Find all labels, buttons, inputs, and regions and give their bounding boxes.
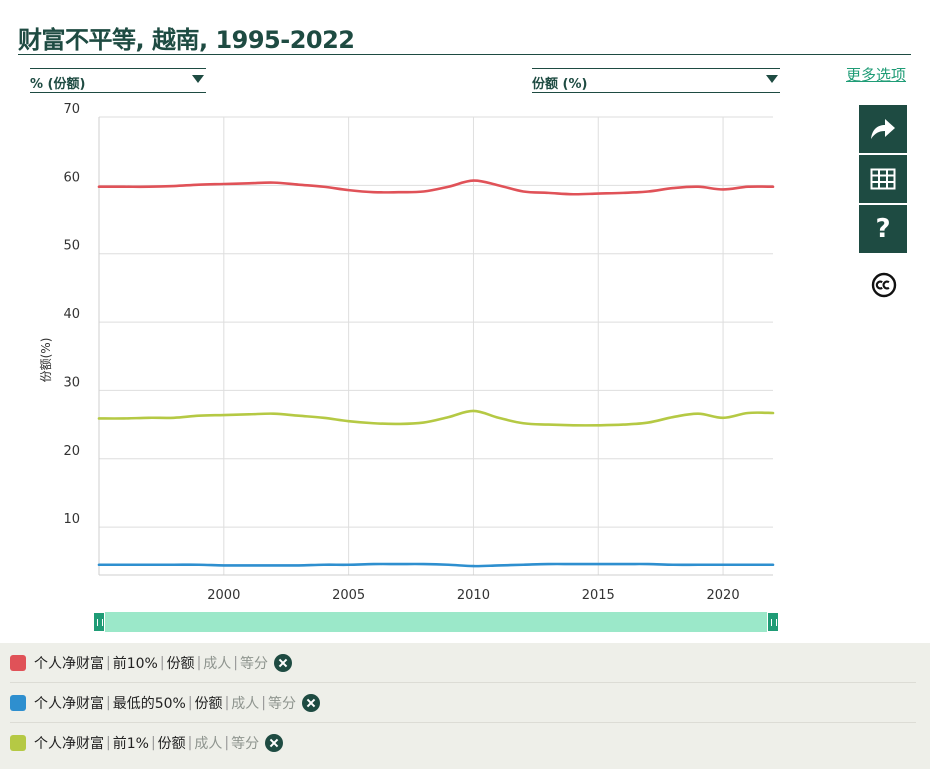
legend-swatch (10, 654, 26, 671)
legend-unit: 等分 (240, 655, 268, 672)
table-button[interactable] (859, 155, 907, 203)
share-icon (871, 119, 895, 139)
legend: 个人净财富 | 前10% | 份额 | 成人 | 等分 个人净财富 | 最低的5… (0, 643, 930, 769)
cc-icon[interactable] (871, 272, 897, 298)
table-icon (870, 168, 896, 190)
title-divider (18, 54, 911, 55)
page-title: 财富不平等, 越南, 1995-2022 (18, 26, 355, 54)
x-tick-label: 2005 (332, 588, 365, 603)
grid (99, 116, 773, 575)
legend-type: 份额 (157, 736, 186, 752)
y-tick-label: 10 (63, 512, 80, 527)
x-tick-label: 2000 (207, 588, 240, 603)
legend-label: 个人净财富 (34, 736, 104, 752)
share-button[interactable] (859, 105, 907, 153)
y-tick-label: 40 (63, 307, 80, 322)
y-tick-label: 60 (63, 170, 80, 185)
remove-series-icon[interactable] (274, 653, 292, 672)
legend-label: 个人净财富 (34, 655, 104, 672)
legend-item-bottom50[interactable]: 个人净财富 | 最低的50% | 份额 | 成人 | 等分 (10, 683, 916, 723)
legend-population: 成人 (194, 736, 223, 752)
range-handle-start[interactable] (93, 612, 105, 632)
legend-metric: 前10% (112, 655, 158, 672)
legend-type: 份额 (194, 695, 223, 712)
help-icon: ? (875, 214, 891, 244)
more-options-link[interactable]: 更多选项 (846, 66, 907, 84)
legend-population: 成人 (231, 695, 260, 712)
legend-population: 成人 (203, 655, 232, 672)
line-chart: 10 20 30 40 50 60 70 2000 2005 2010 2015 2020 份额(%) (39, 102, 775, 603)
legend-metric: 最低的50% (112, 695, 186, 712)
legend-swatch (10, 735, 26, 751)
help-button[interactable]: ? (859, 205, 907, 253)
remove-series-icon[interactable] (302, 693, 320, 712)
unit-dropdown[interactable]: % (份额) (30, 68, 206, 93)
legend-item-top10[interactable]: 个人净财富 | 前10% | 份额 | 成人 | 等分 (10, 643, 916, 683)
series-lines (97, 179, 775, 568)
y-tick-label: 50 (63, 239, 80, 254)
x-tick-label: 2015 (582, 588, 615, 603)
legend-unit: 等分 (268, 695, 296, 712)
indicator-dropdown[interactable]: 份额 (%) (532, 68, 780, 93)
series-line-bottom50[interactable] (97, 562, 775, 568)
x-tick-label: 2010 (457, 588, 490, 603)
remove-series-icon[interactable] (265, 734, 284, 752)
legend-metric: 前1% (112, 736, 149, 752)
y-tick-label: 30 (63, 375, 80, 390)
chevron-down-icon (766, 75, 778, 83)
range-slider[interactable] (93, 612, 779, 632)
range-handle-end[interactable] (767, 612, 779, 632)
legend-label: 个人净财富 (34, 695, 104, 712)
y-tick-label: 70 (63, 102, 80, 117)
y-axis-label: 份额(%) (39, 338, 53, 383)
x-tick-label: 2020 (707, 588, 740, 603)
legend-unit: 等分 (231, 736, 260, 752)
legend-type: 份额 (166, 655, 195, 672)
indicator-dropdown-label: 份额 (%) (532, 77, 588, 92)
series-line-top10[interactable] (97, 179, 775, 196)
legend-swatch (10, 694, 26, 711)
y-tick-label: 20 (63, 444, 80, 459)
unit-dropdown-label: % (份额) (30, 77, 86, 92)
axes: 10 20 30 40 50 60 70 2000 2005 2010 2015 2020 (63, 102, 773, 603)
series-line-top1[interactable] (97, 409, 775, 427)
chevron-down-icon (192, 75, 204, 83)
legend-item-top1[interactable]: 个人净财富 | 前1% | 份额 | 成人 | 等分 (10, 723, 916, 763)
